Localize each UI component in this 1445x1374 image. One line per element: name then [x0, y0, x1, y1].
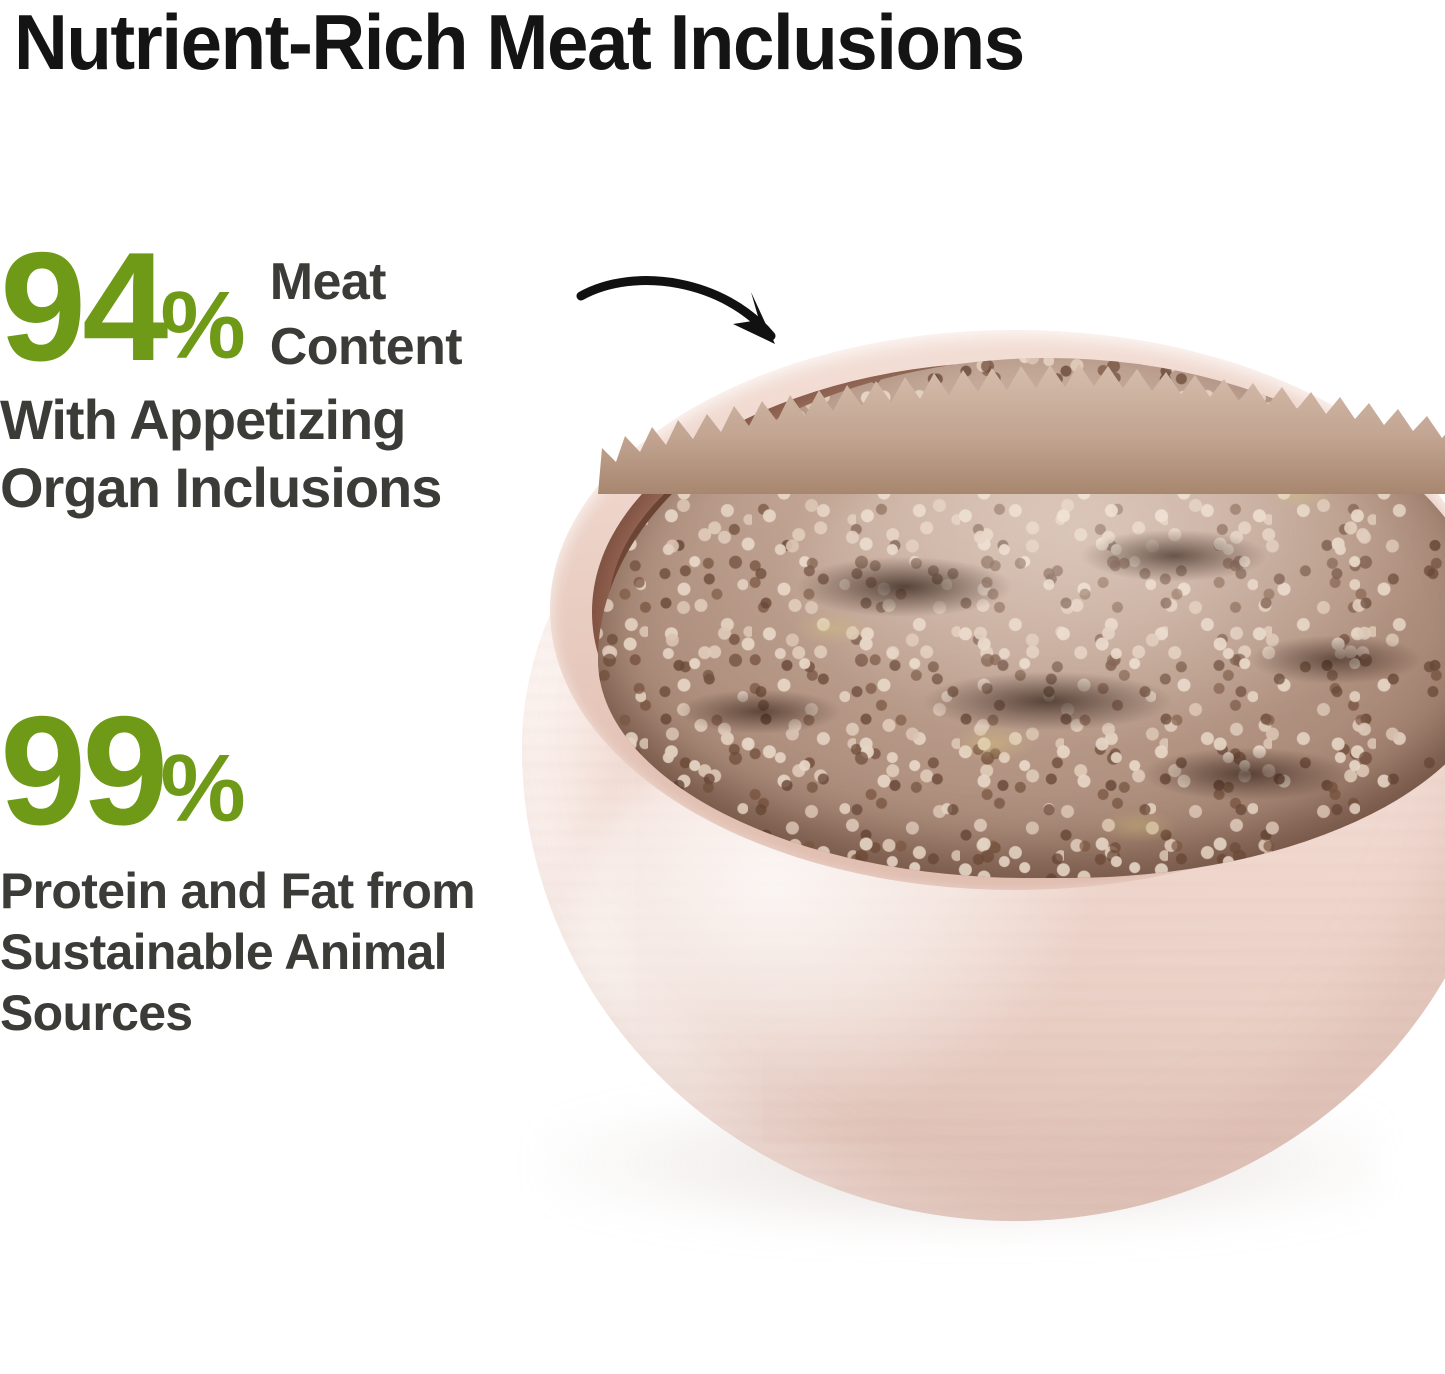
dog-food-bowl-photo [480, 300, 1445, 1300]
percent-sign: % [160, 272, 245, 379]
percent-sign: % [160, 734, 245, 842]
stat-subtext-sustainable-sources: Protein and Fat from Sustainable Animal … [0, 862, 476, 1041]
stat-block-meat-content: 94 % Meat Content With Appetizing Organ … [0, 220, 620, 523]
stat-value-99: 99 [0, 684, 168, 857]
stat-value-94: 94 [0, 220, 168, 393]
stat-row: 94 % Meat Content [0, 220, 620, 393]
stat-row: 99 % [0, 684, 560, 857]
stat-block-protein-fat: 99 % Protein and Fat from Sustainable An… [0, 684, 560, 1044]
stat-label-meat-content: Meat Content [269, 253, 463, 376]
page-title: Nutrient-Rich Meat Inclusions [14, 0, 1025, 86]
pate-crumb-silhouette [598, 364, 1445, 494]
stat-subtext-organ-inclusions: With Appetizing Organ Inclusions [0, 388, 442, 520]
